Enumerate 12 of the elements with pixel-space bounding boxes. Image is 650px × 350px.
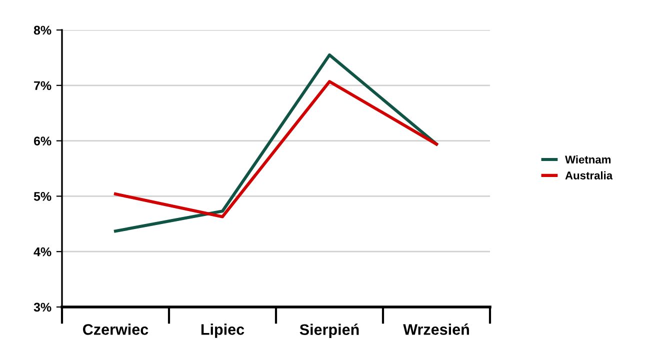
y-tick-label: 3% — [34, 302, 52, 312]
legend-label: Wietnam — [565, 155, 611, 164]
x-tick-label: Wrzesień — [403, 324, 469, 335]
y-tick-label: 5% — [34, 192, 52, 201]
x-tick-label: Czerwiec — [83, 324, 148, 335]
y-tick-label: 6% — [34, 136, 52, 146]
y-tick-label: 4% — [34, 247, 52, 256]
x-tick-label: Sierpień — [300, 324, 359, 338]
y-tick-label: 7% — [34, 81, 52, 90]
y-tick-label: 8% — [34, 26, 52, 35]
x-tick-label: Lipiec — [201, 324, 244, 338]
legend-label: Australia — [565, 171, 613, 180]
